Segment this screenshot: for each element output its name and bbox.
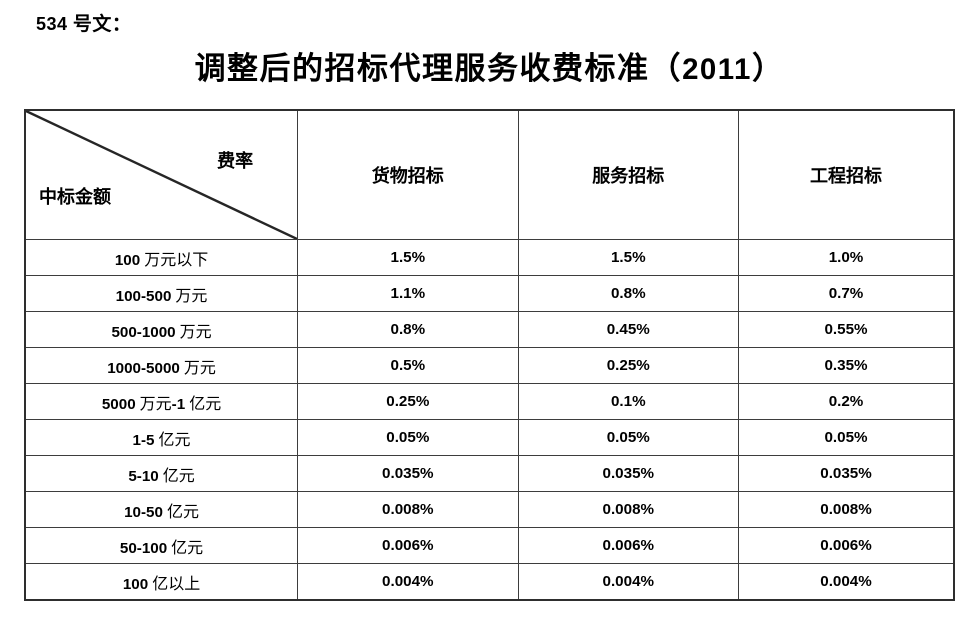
table-row: 1-5 亿元 0.05% 0.05% 0.05% (24, 419, 955, 456)
fee-value: 0.035% (517, 455, 740, 492)
column-header-engineering: 工程招标 (738, 109, 955, 240)
row-label: 1000-5000 万元 (24, 347, 299, 384)
fee-value: 0.035% (738, 455, 955, 492)
table-row: 50-100 亿元 0.006% 0.006% 0.006% (24, 527, 955, 564)
column-header-service: 服务招标 (517, 109, 740, 240)
fee-value: 1.1% (297, 275, 519, 312)
fee-value: 0.008% (738, 491, 955, 528)
fee-value: 0.004% (738, 563, 955, 601)
fee-value: 0.006% (517, 527, 740, 564)
fee-value: 0.5% (297, 347, 519, 384)
fee-value: 0.05% (738, 419, 955, 456)
fee-value: 0.55% (738, 311, 955, 348)
fee-value: 0.35% (738, 347, 955, 384)
corner-label-amount: 中标金额 (39, 187, 111, 207)
table-row: 5000 万元-1 亿元 0.25% 0.1% 0.2% (24, 383, 955, 420)
fee-value: 0.05% (297, 419, 519, 456)
row-label: 50-100 亿元 (24, 527, 299, 564)
corner-header-cell: 费率 中标金额 (24, 109, 299, 240)
table-row: 5-10 亿元 0.035% 0.035% 0.035% (24, 455, 955, 492)
row-label: 10-50 亿元 (24, 491, 299, 528)
fee-value: 0.006% (297, 527, 519, 564)
fee-value: 0.2% (738, 383, 955, 420)
row-label: 5-10 亿元 (24, 455, 299, 492)
fee-rate-table: 费率 中标金额 货物招标 服务招标 工程招标 100 万元以下 1.5% 1.5… (24, 109, 955, 601)
fee-value: 0.7% (738, 275, 955, 312)
row-label: 1-5 亿元 (24, 419, 299, 456)
fee-value: 1.5% (517, 239, 740, 276)
fee-value: 0.035% (297, 455, 519, 492)
fee-value: 0.8% (517, 275, 740, 312)
fee-value: 0.004% (517, 563, 740, 601)
diagonal-divider-line (26, 111, 297, 239)
row-label: 100 亿以上 (24, 563, 299, 601)
fee-value: 0.008% (297, 491, 519, 528)
page-title: 调整后的招标代理服务收费标准（2011） (194, 51, 785, 86)
corner-label-rate: 费率 (217, 151, 254, 171)
table-row: 100 万元以下 1.5% 1.5% 1.0% (24, 239, 955, 276)
fee-value: 1.5% (297, 239, 519, 276)
fee-value: 0.006% (738, 527, 955, 564)
row-label: 100-500 万元 (24, 275, 299, 312)
fee-value: 0.008% (517, 491, 740, 528)
table-row: 100 亿以上 0.004% 0.004% 0.004% (24, 563, 955, 601)
column-header-goods: 货物招标 (297, 109, 519, 240)
fee-value: 0.45% (517, 311, 740, 348)
fee-value: 0.004% (297, 563, 519, 601)
fee-value: 0.25% (297, 383, 519, 420)
fee-value: 0.25% (517, 347, 740, 384)
row-label: 5000 万元-1 亿元 (24, 383, 299, 420)
table-row: 500-1000 万元 0.8% 0.45% 0.55% (24, 311, 955, 348)
table-row: 1000-5000 万元 0.5% 0.25% 0.35% (24, 347, 955, 384)
table-header-row: 费率 中标金额 货物招标 服务招标 工程招标 (24, 109, 955, 240)
fee-value: 0.8% (297, 311, 519, 348)
fee-value: 0.1% (517, 383, 740, 420)
row-label: 100 万元以下 (24, 239, 299, 276)
row-label: 500-1000 万元 (24, 311, 299, 348)
table-row: 10-50 亿元 0.008% 0.008% 0.008% (24, 491, 955, 528)
table-row: 100-500 万元 1.1% 0.8% 0.7% (24, 275, 955, 312)
doc-ref-number: 534 号文： (36, 14, 132, 35)
fee-value: 0.05% (517, 419, 740, 456)
fee-value: 1.0% (738, 239, 955, 276)
